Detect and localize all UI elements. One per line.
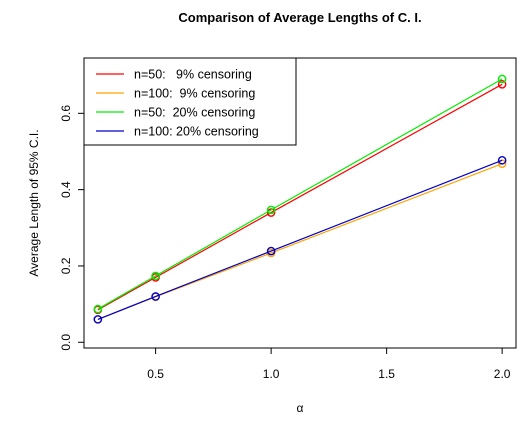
data-point: [151, 292, 160, 301]
data-point: [266, 246, 276, 256]
data-point: [497, 159, 507, 168]
chart-title: Comparison of Average Lengths of C. I.: [178, 10, 421, 25]
legend-label: n=50: 9% censoring: [134, 68, 252, 82]
legend-label: n=100: 9% censoring: [134, 87, 255, 101]
data-point: [93, 315, 103, 324]
data-point: [497, 80, 507, 89]
y-axis-label: Average Length of 95% C.I.: [27, 129, 41, 276]
x-tick-label: 0.5: [147, 367, 164, 381]
x-axis-label: α: [297, 401, 304, 415]
series-line-4: [97, 159, 503, 320]
data-point: [151, 271, 160, 281]
series-layer: [93, 74, 507, 324]
y-tick-label: 0.2: [59, 257, 73, 274]
y-axis: 0.0 0.2 0.4 0.6: [59, 105, 84, 351]
legend: n=50: 9% censoring n=100: 9% censoring n=5…: [83, 57, 297, 146]
legend-label: n=50: 20% censoring: [134, 106, 255, 120]
series-line-3: [97, 78, 503, 310]
plot-frame: [83, 57, 517, 349]
y-tick-label: 0.0: [59, 334, 73, 351]
legend-label: n=100: 20% censoring: [134, 125, 259, 139]
data-point: [266, 205, 276, 215]
data-point: [497, 155, 507, 165]
x-tick-label: 1.0: [263, 367, 280, 381]
data-point: [497, 74, 507, 84]
x-tick-label: 2.0: [494, 367, 511, 381]
data-point: [93, 304, 103, 314]
y-tick-label: 0.4: [59, 181, 73, 198]
series-line-1: [97, 83, 503, 311]
x-axis: 0.5 1.0 1.5 2.0: [147, 348, 511, 381]
x-tick-label: 1.5: [378, 367, 395, 381]
y-tick-label: 0.6: [59, 105, 73, 122]
